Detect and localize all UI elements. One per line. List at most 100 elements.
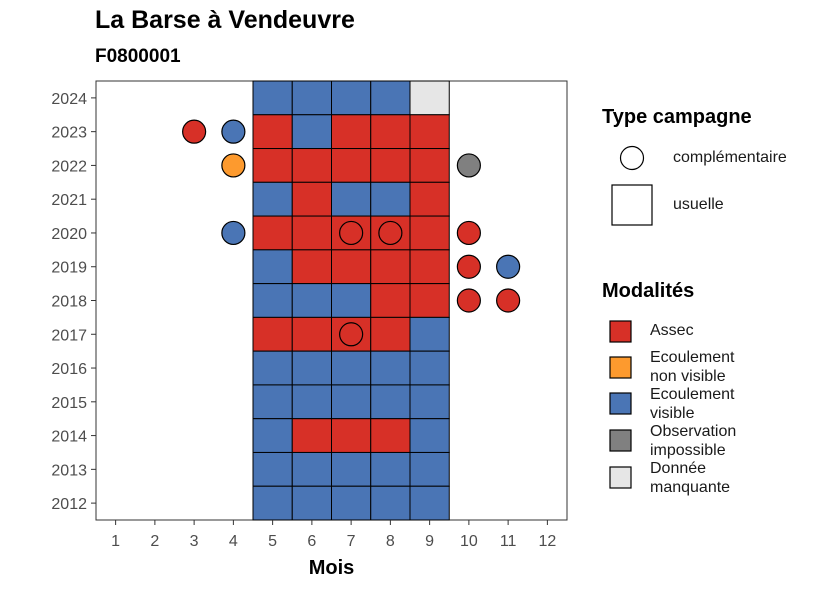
x-axis-label: Mois bbox=[309, 557, 355, 579]
tile-2018-6 bbox=[291, 283, 332, 318]
tile-2013-6 bbox=[291, 451, 332, 487]
point-2023-3 bbox=[182, 119, 207, 144]
y-tick-label-2017: 2017 bbox=[51, 327, 87, 344]
y-tick-label-2018: 2018 bbox=[51, 294, 87, 311]
y-tick-label-2019: 2019 bbox=[51, 260, 87, 277]
tile-2022-7 bbox=[331, 148, 372, 183]
legend-key-observation-impossible bbox=[609, 429, 632, 452]
point-2018-10 bbox=[456, 288, 481, 313]
tile-2023-8 bbox=[370, 114, 411, 150]
tile-2021-5 bbox=[252, 181, 293, 217]
legend-modalites-title: Modalités bbox=[602, 280, 695, 302]
tile-2013-7 bbox=[331, 451, 372, 487]
tile-2012-8 bbox=[370, 485, 411, 521]
x-tick-label-6: 6 bbox=[307, 533, 316, 550]
point-2022-10 bbox=[456, 153, 481, 178]
tile-2019-7 bbox=[331, 249, 372, 285]
tile-2015-6 bbox=[291, 384, 332, 420]
x-tick-label-12: 12 bbox=[538, 533, 556, 550]
tile-2024-8 bbox=[370, 80, 411, 116]
legend-type-title: Type campagne bbox=[602, 106, 752, 128]
point-2019-10 bbox=[456, 254, 481, 279]
y-tick-label-2014: 2014 bbox=[51, 429, 87, 446]
point-2017-7 bbox=[339, 322, 364, 347]
tile-2013-5 bbox=[252, 451, 293, 487]
legend-label-ecoulement-visible: Ecoulement visible bbox=[650, 386, 735, 422]
tile-2021-8 bbox=[370, 181, 411, 217]
point-2020-7 bbox=[339, 220, 364, 246]
tile-2022-8 bbox=[370, 148, 411, 183]
tile-2024-5 bbox=[252, 80, 293, 116]
legend-key-assec bbox=[609, 320, 632, 343]
legend-keys bbox=[609, 145, 653, 489]
point-2020-8 bbox=[378, 220, 403, 246]
x-tick-label-2: 2 bbox=[150, 533, 159, 550]
tile-2017-8 bbox=[370, 316, 411, 352]
tile-2015-5 bbox=[252, 384, 293, 420]
tile-2015-8 bbox=[370, 384, 411, 420]
tile-2022-5 bbox=[252, 148, 293, 183]
tile-2014-8 bbox=[370, 418, 411, 453]
tile-2020-5 bbox=[252, 215, 293, 251]
x-tick-label-8: 8 bbox=[386, 533, 395, 550]
legend-type-label-usuelle: usuelle bbox=[673, 196, 724, 213]
legend-key-usuelle bbox=[611, 184, 653, 226]
tile-2016-9 bbox=[409, 350, 450, 386]
tile-2018-7 bbox=[331, 283, 372, 318]
legend-key-donnee-manquante bbox=[609, 466, 632, 489]
tile-2021-6 bbox=[291, 181, 332, 217]
x-tick-label-3: 3 bbox=[190, 533, 199, 550]
tile-2012-5 bbox=[252, 485, 293, 521]
y-tick-label-2022: 2022 bbox=[51, 158, 87, 175]
tile-2018-8 bbox=[370, 283, 411, 318]
tile-2012-6 bbox=[291, 485, 332, 521]
legend-type-label-complementaire: complémentaire bbox=[673, 149, 787, 166]
tile-2020-9 bbox=[409, 215, 450, 251]
legend-label-observation-impossible: Observation impossible bbox=[650, 423, 737, 459]
tile-2016-5 bbox=[252, 350, 293, 386]
tile-2022-9 bbox=[409, 148, 450, 183]
tile-2018-9 bbox=[409, 283, 450, 318]
x-tick-label-5: 5 bbox=[268, 533, 277, 550]
complementaire-points bbox=[182, 119, 521, 347]
tile-2019-8 bbox=[370, 249, 411, 285]
legend-key-ecoulement-non-visible bbox=[609, 356, 632, 379]
tile-2023-5 bbox=[252, 114, 293, 150]
tile-2017-6 bbox=[291, 316, 332, 352]
tile-2021-7 bbox=[331, 181, 372, 217]
x-tick-label-7: 7 bbox=[347, 533, 356, 550]
y-tick-label-2021: 2021 bbox=[51, 192, 87, 209]
tile-2014-9 bbox=[409, 418, 450, 453]
y-tick-label-2023: 2023 bbox=[51, 125, 87, 142]
point-2019-11 bbox=[496, 254, 521, 279]
tile-2016-8 bbox=[370, 350, 411, 386]
tile-2023-9 bbox=[409, 114, 450, 150]
tile-2019-6 bbox=[291, 249, 332, 285]
tile-2021-9 bbox=[409, 181, 450, 217]
y-tick-label-2016: 2016 bbox=[51, 361, 87, 378]
tile-2024-7 bbox=[331, 80, 372, 116]
tile-2012-7 bbox=[331, 485, 372, 521]
tile-2013-8 bbox=[370, 451, 411, 487]
tile-2017-9 bbox=[409, 316, 450, 352]
tile-2014-5 bbox=[252, 418, 293, 453]
legend-key-ecoulement-visible bbox=[609, 392, 632, 415]
tile-2013-9 bbox=[409, 451, 450, 487]
tile-2012-9 bbox=[409, 485, 450, 521]
legend-label-assec: Assec bbox=[650, 322, 694, 339]
point-2020-10 bbox=[456, 220, 481, 246]
chart-subtitle: F0800001 bbox=[95, 46, 181, 67]
tile-2015-7 bbox=[331, 384, 372, 420]
y-tick-label-2024: 2024 bbox=[51, 91, 87, 108]
tile-2016-6 bbox=[291, 350, 332, 386]
y-tick-label-2015: 2015 bbox=[51, 395, 87, 412]
tile-2023-7 bbox=[331, 114, 372, 150]
tile-2024-6 bbox=[291, 80, 332, 116]
x-tick-label-9: 9 bbox=[425, 533, 434, 550]
tile-2019-9 bbox=[409, 249, 450, 285]
tile-2024-9 bbox=[409, 80, 450, 116]
y-tick-label-2012: 2012 bbox=[51, 496, 87, 513]
x-tick-label-1: 1 bbox=[111, 533, 120, 550]
tile-2015-9 bbox=[409, 384, 450, 420]
